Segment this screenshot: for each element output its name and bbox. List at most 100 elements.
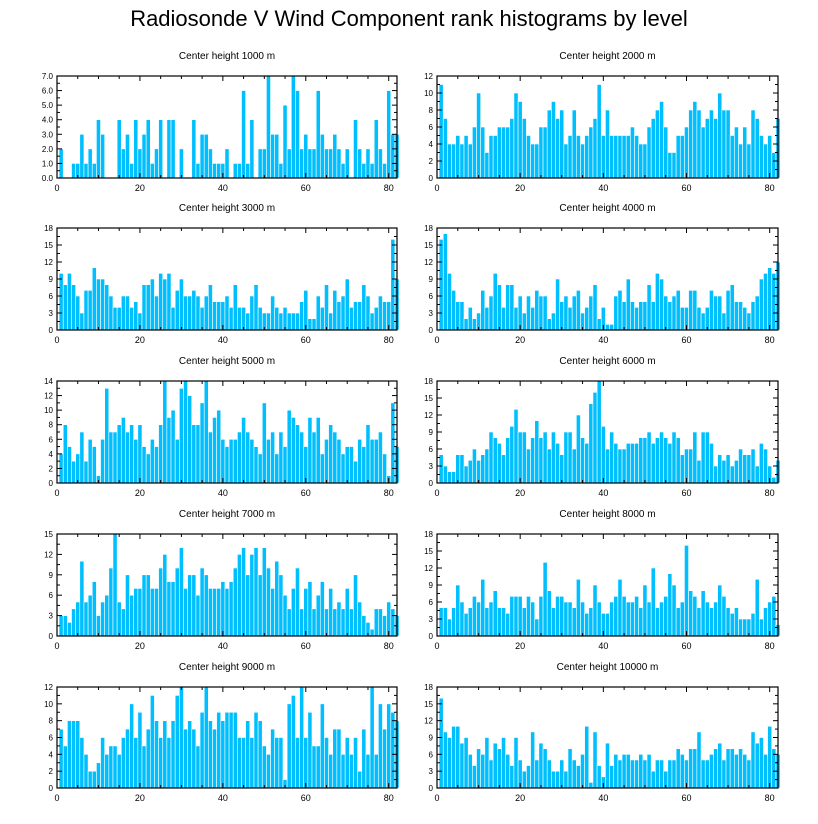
histogram-bar <box>580 437 585 484</box>
histogram-bar <box>734 754 739 789</box>
panel-subtitle: Center height 4000 m <box>559 203 655 214</box>
histogram-bar <box>750 301 756 331</box>
histogram-panel: Center height 3000 m 0 20 40 60 80 0 3 6 9 12 15 18 <box>44 203 400 345</box>
y-tick-label: 15 <box>44 241 53 250</box>
histogram-bar <box>270 431 275 484</box>
histogram-bar <box>361 446 367 484</box>
histogram-bar <box>592 392 598 484</box>
histogram-bar <box>158 273 164 331</box>
histogram-bar <box>149 588 155 637</box>
histogram-bar <box>253 711 259 789</box>
histogram-bar <box>170 307 176 331</box>
histogram-bar <box>750 448 756 484</box>
histogram-bar <box>141 446 147 484</box>
histogram-bar <box>630 126 635 179</box>
histogram-bar <box>630 301 635 331</box>
histogram-bar <box>538 295 544 331</box>
histogram-bar <box>463 737 469 789</box>
histogram-bar <box>576 135 581 179</box>
histogram-bar <box>199 402 205 484</box>
histogram-bar <box>307 148 313 179</box>
histogram-bar <box>605 324 610 331</box>
histogram-bar <box>613 754 619 789</box>
y-tick-label: 4 <box>49 750 54 759</box>
histogram-bar <box>241 547 246 637</box>
histogram-bar <box>336 301 342 331</box>
histogram-bar <box>580 601 585 637</box>
y-tick-label: 10 <box>44 406 53 415</box>
histogram-bar <box>642 301 648 331</box>
histogram-bar <box>340 608 346 637</box>
histogram-bar <box>133 301 139 331</box>
histogram-bar <box>344 737 350 789</box>
histogram-bar <box>559 109 565 179</box>
histogram-bar <box>216 409 222 484</box>
histogram-bar <box>521 312 527 331</box>
histogram-bar <box>650 567 656 637</box>
histogram-bar <box>145 119 151 179</box>
histogram-bar <box>257 574 263 637</box>
histogram-bar <box>700 126 706 179</box>
histogram-bar <box>588 295 594 331</box>
histogram-bar <box>663 126 669 179</box>
histogram-bar <box>580 143 585 179</box>
histogram-bar <box>224 711 230 789</box>
histogram-bar <box>696 307 702 331</box>
x-tick-label: 20 <box>515 641 525 651</box>
histogram-bar <box>442 731 448 789</box>
x-tick-label: 0 <box>434 183 439 193</box>
histogram-bar <box>630 759 635 789</box>
histogram-bar <box>592 731 598 789</box>
histogram-bar <box>467 607 473 637</box>
histogram-bar <box>617 448 623 484</box>
y-tick-label: 9 <box>49 571 54 580</box>
histogram-bar <box>455 725 461 789</box>
histogram-bar <box>232 567 238 637</box>
histogram-bar <box>534 759 540 789</box>
x-tick-label: 80 <box>765 335 775 345</box>
histogram-bar <box>721 596 727 637</box>
histogram-bar <box>100 278 105 331</box>
histogram-bar <box>617 290 623 331</box>
histogram-bar <box>315 594 321 637</box>
histogram-bar <box>659 101 664 179</box>
histogram-bar <box>567 135 573 179</box>
histogram-bar <box>713 295 718 331</box>
x-tick-label: 60 <box>301 488 311 498</box>
histogram-bar <box>237 554 242 637</box>
histogram-bar <box>382 615 387 637</box>
y-tick-label: 3 <box>429 309 434 318</box>
histogram-bar <box>91 446 97 484</box>
histogram-bar <box>183 728 188 789</box>
histogram-bar <box>166 119 172 179</box>
y-tick-label: 15 <box>424 700 433 709</box>
histogram-bar <box>378 608 383 637</box>
histogram-bar <box>67 720 72 789</box>
histogram-bar <box>505 613 511 637</box>
histogram-bar <box>646 754 652 789</box>
histogram-panel: Center height 4000 m 0 20 40 60 80 0 3 6 9 12 15 18 <box>424 203 781 345</box>
histogram-bar <box>447 618 452 637</box>
y-tick-label: 0 <box>429 784 434 793</box>
histogram-bar <box>625 443 631 484</box>
histogram-bar <box>563 601 569 637</box>
histogram-bar <box>451 607 457 637</box>
y-tick-label: 12 <box>424 411 433 420</box>
histogram-bar <box>455 584 461 637</box>
histogram-bar <box>307 417 313 484</box>
histogram-bar <box>634 596 639 637</box>
histogram-bar <box>538 126 544 179</box>
histogram-bar <box>634 443 639 484</box>
histogram-bar <box>588 126 594 179</box>
panel-subtitle: Center height 9000 m <box>179 662 275 673</box>
histogram-bar <box>509 284 515 331</box>
histogram-bar <box>638 437 644 484</box>
histogram-bar <box>87 594 93 637</box>
histogram-bar <box>505 437 511 484</box>
histogram-bar <box>679 307 685 331</box>
histogram-bar <box>721 759 727 789</box>
histogram-bar <box>112 745 118 789</box>
histogram-bar <box>340 163 346 179</box>
histogram-bar <box>120 608 126 637</box>
y-tick-label: 4.0 <box>42 116 54 125</box>
